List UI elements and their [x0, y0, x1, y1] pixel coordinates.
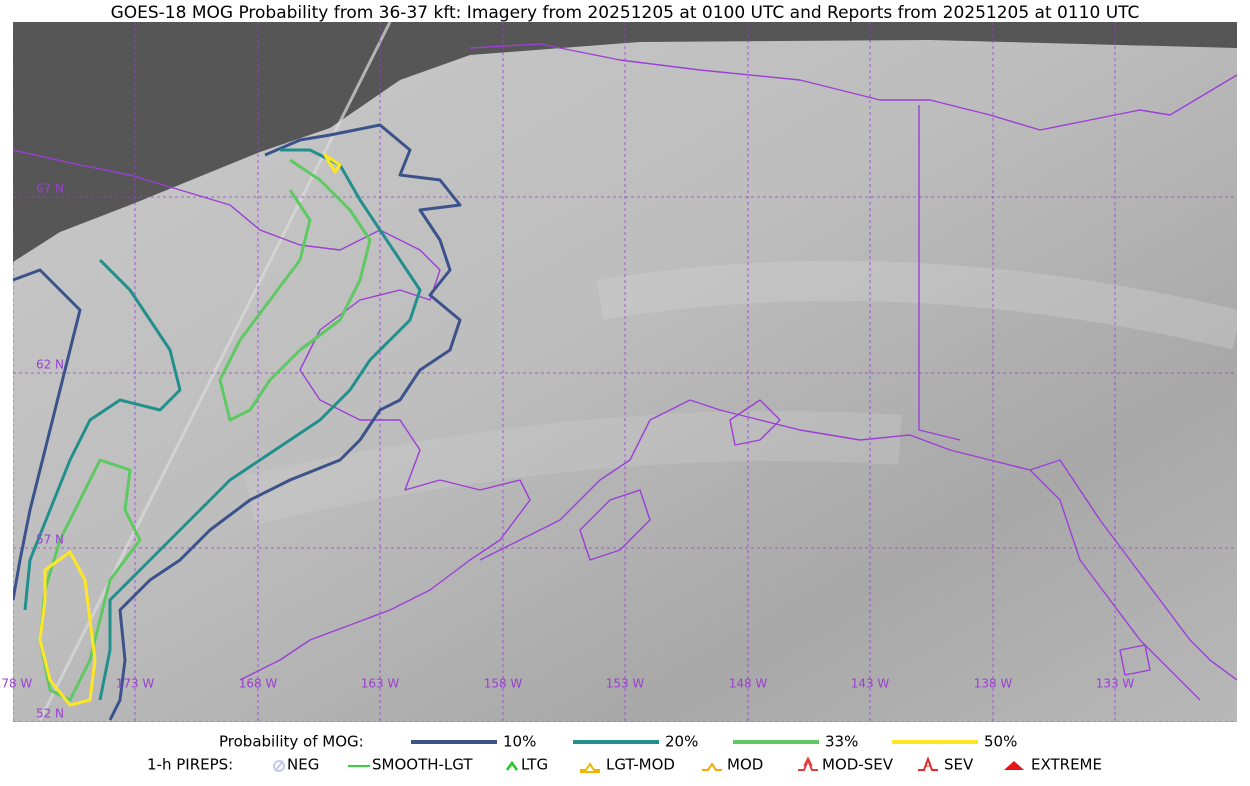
legend-label: 20%	[665, 733, 698, 751]
longitude-label: 178 W	[0, 677, 32, 691]
legend-label: MOD-SEV	[822, 756, 894, 774]
coastline	[479, 399, 1237, 681]
legend-icon	[702, 762, 722, 771]
legend-label: SMOOTH-LGT	[372, 756, 473, 774]
legend-label: SEV	[944, 756, 974, 774]
legend-icon	[918, 756, 938, 771]
legend-icon	[505, 760, 519, 771]
contour-33	[38, 158, 372, 702]
legend-label: LGT-MOD	[606, 756, 675, 774]
legend-icon	[580, 762, 600, 773]
title: GOES-18 MOG Probability from 36-37 kft: …	[111, 3, 1140, 23]
latitude-label: 52 N	[36, 707, 64, 721]
longitude-label: 138 W	[974, 677, 1013, 691]
coastlines	[13, 43, 1237, 701]
legend-icon	[273, 760, 285, 772]
border	[918, 105, 961, 441]
coastline	[729, 399, 781, 446]
legend-label: NEG	[287, 756, 319, 774]
contour-50	[38, 153, 342, 707]
legend-title: Probability of MOG:	[219, 733, 364, 751]
swath-edge	[38, 22, 392, 721]
longitude-label: 158 W	[484, 677, 523, 691]
longitude-label: 163 W	[361, 677, 400, 691]
probability-contours	[13, 123, 462, 721]
map	[13, 22, 1237, 722]
coastline	[1119, 644, 1151, 676]
longitude-label: 153 W	[606, 677, 645, 691]
longitude-label: 173 W	[116, 677, 155, 691]
legend-label: MOD	[727, 756, 763, 774]
cloud-band	[244, 411, 902, 525]
latitude-label: 62 N	[36, 358, 64, 372]
coastline	[1029, 469, 1201, 701]
longitude-label: 148 W	[729, 677, 768, 691]
graticule	[13, 22, 1237, 722]
legend-label: EXTREME	[1031, 756, 1102, 774]
cloud-band	[596, 260, 1237, 350]
contour-10	[13, 123, 462, 721]
contour-20	[23, 148, 422, 701]
coastline	[469, 43, 1237, 131]
legend-title: 1-h PIREPS:	[147, 756, 233, 774]
night-region	[13, 22, 1237, 262]
graticule-labels: 67 N 62 N 57 N 52 N 178 W 173 W 168 W 163 W 158 …	[0, 182, 1134, 721]
latitude-label: 57 N	[36, 533, 64, 547]
legend: Probability of MOG: 10% 20% 33% 50% 1-h PIREP…	[147, 733, 1102, 774]
longitude-label: 133 W	[1096, 677, 1135, 691]
longitude-label: 168 W	[239, 677, 278, 691]
latitude-label: 67 N	[36, 182, 64, 196]
legend-icon	[1004, 761, 1024, 770]
legend-label: 50%	[984, 733, 1017, 751]
legend-label: 10%	[503, 733, 536, 751]
legend-icon	[798, 756, 818, 771]
longitude-label: 143 W	[851, 677, 890, 691]
coastline	[579, 489, 651, 561]
legend-label: 33%	[825, 733, 858, 751]
legend-label: LTG	[521, 756, 548, 774]
coastline	[13, 149, 531, 681]
